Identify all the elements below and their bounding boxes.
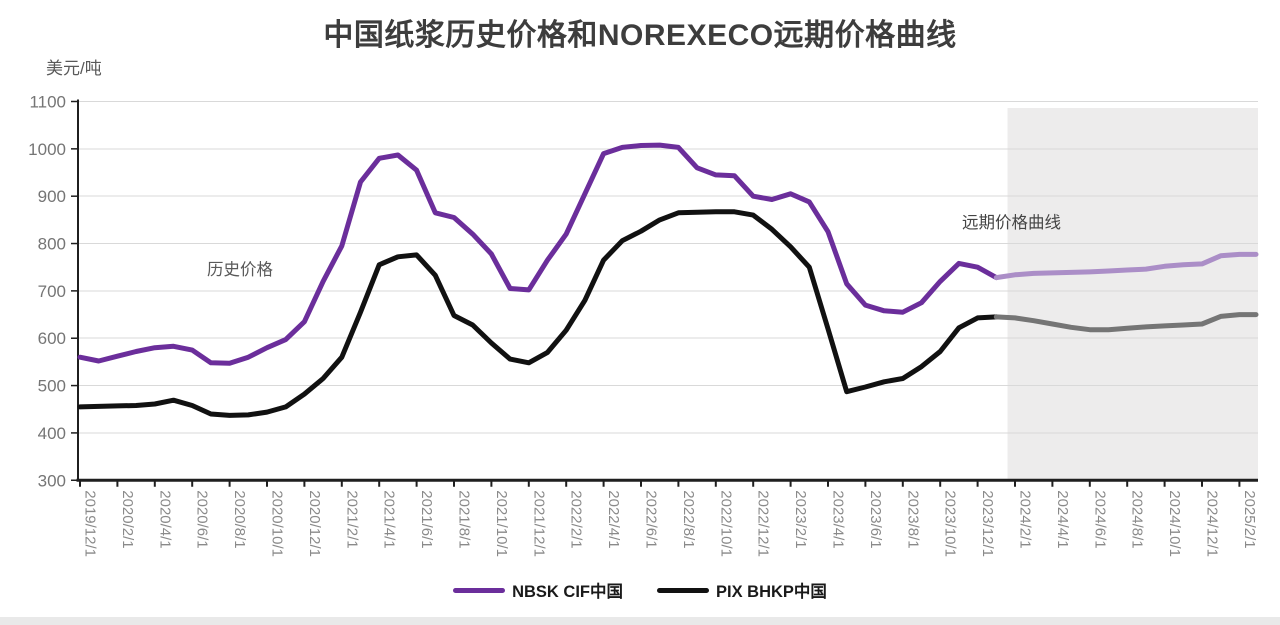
x-tick-label: 2021/10/1 bbox=[493, 490, 510, 557]
x-tick-label: 2021/8/1 bbox=[456, 490, 473, 548]
x-tick-label: 2020/8/1 bbox=[231, 490, 248, 548]
x-tick-label: 2020/2/1 bbox=[119, 490, 136, 548]
series-lines bbox=[77, 142, 1259, 418]
y-axis-unit-label: 美元/吨 bbox=[46, 59, 102, 78]
x-tick-label: 2023/12/1 bbox=[979, 490, 996, 557]
x-tick-label: 2021/12/1 bbox=[530, 490, 547, 557]
x-tick-label: 2024/6/1 bbox=[1091, 490, 1108, 548]
x-tick-label: 2023/6/1 bbox=[867, 490, 884, 548]
chart-title: 中国纸浆历史价格和NOREXECO远期价格曲线 bbox=[323, 19, 957, 52]
x-tick-label: 2020/10/1 bbox=[269, 490, 286, 557]
x-tick-label: 2021/6/1 bbox=[418, 490, 435, 548]
y-tick-label: 1000 bbox=[28, 140, 66, 159]
bhkp-line-swatch bbox=[656, 587, 709, 593]
x-tick-label: 2024/10/1 bbox=[1166, 490, 1183, 557]
x-tick-label: 2020/12/1 bbox=[306, 490, 323, 557]
x-tick-label: 2022/8/1 bbox=[680, 490, 697, 548]
nbsk-forward-line bbox=[993, 251, 1259, 281]
y-tick-label: 800 bbox=[38, 235, 66, 254]
x-tick-label: 2024/12/1 bbox=[1204, 490, 1221, 557]
nbsk-history-line bbox=[77, 142, 999, 366]
gridlines bbox=[78, 101, 1258, 434]
x-tick-label: 2022/10/1 bbox=[717, 490, 734, 557]
bottom-edge-strip bbox=[0, 617, 1280, 625]
nbsk-line-swatch bbox=[453, 587, 506, 593]
x-axis-tick-labels: 2019/12/1 2020/2/1 2020/4/1 2020/6/1 2020/8/… bbox=[82, 490, 1258, 557]
x-tick-label: 2023/10/1 bbox=[942, 490, 959, 557]
y-axis bbox=[71, 99, 79, 482]
x-tick-label: 2022/12/1 bbox=[755, 490, 772, 557]
x-tick-label: 2020/4/1 bbox=[156, 490, 173, 548]
y-tick-label: 300 bbox=[38, 471, 66, 490]
bhkp-history-line bbox=[77, 209, 999, 418]
history-price-annotation: 历史价格 bbox=[207, 260, 274, 279]
x-tick-label: 2023/2/1 bbox=[792, 490, 809, 548]
x-tick-label: 2021/4/1 bbox=[381, 490, 398, 548]
x-tick-label: 2022/4/1 bbox=[605, 490, 622, 548]
y-tick-label: 700 bbox=[38, 282, 66, 301]
nbsk-legend-label: NBSK CIF中国 bbox=[512, 583, 623, 601]
x-tick-label: 2023/8/1 bbox=[904, 490, 921, 548]
x-tick-label: 2019/12/1 bbox=[82, 490, 99, 557]
y-tick-label: 600 bbox=[38, 329, 66, 348]
bhkp-forward-line bbox=[993, 312, 1259, 333]
chart-legend: NBSK CIF中国 PIX BHKP中国 bbox=[0, 578, 1280, 602]
y-tick-label: 500 bbox=[38, 377, 66, 396]
x-tick-label: 2024/4/1 bbox=[1054, 490, 1071, 548]
y-tick-label: 900 bbox=[38, 187, 66, 206]
y-tick-label: 400 bbox=[38, 424, 66, 443]
x-tick-label: 2021/2/1 bbox=[343, 490, 360, 548]
x-tick-label: 2023/4/1 bbox=[830, 490, 847, 548]
forward-price-curve-annotation: 远期价格曲线 bbox=[962, 213, 1061, 232]
x-tick-label: 2022/2/1 bbox=[568, 490, 585, 548]
x-axis bbox=[76, 478, 1258, 487]
x-tick-label: 2025/2/1 bbox=[1241, 490, 1258, 548]
x-tick-label: 2020/6/1 bbox=[194, 490, 211, 548]
forward-price-shaded-region bbox=[1007, 108, 1258, 481]
y-axis-tick-labels: 300 400 500 600 700 800 900 1000 1100 bbox=[28, 93, 66, 491]
bhkp-legend-label: PIX BHKP中国 bbox=[715, 583, 827, 601]
legend-item-nbsk: NBSK CIF中国 bbox=[453, 578, 623, 602]
legend-item-bhkp: PIX BHKP中国 bbox=[656, 578, 827, 602]
x-tick-label: 2024/8/1 bbox=[1129, 490, 1146, 548]
y-tick-label: 1100 bbox=[29, 93, 66, 112]
x-tick-label: 2024/2/1 bbox=[1017, 490, 1034, 548]
x-tick-label: 2022/6/1 bbox=[643, 490, 660, 548]
